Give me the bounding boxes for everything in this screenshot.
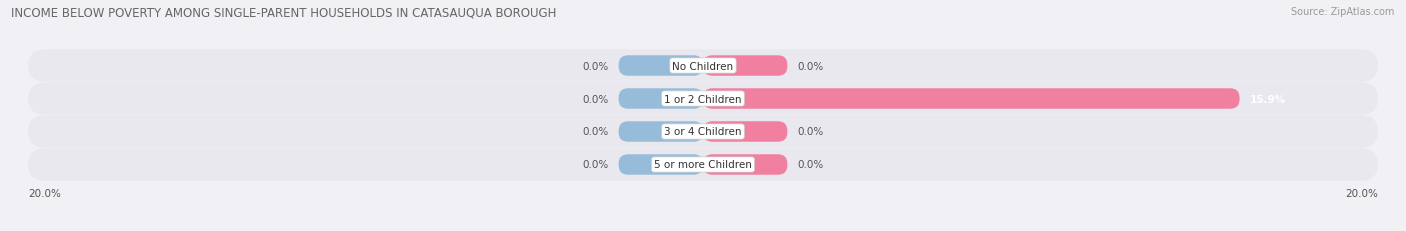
Text: 0.0%: 0.0% [582, 160, 609, 170]
Text: 5 or more Children: 5 or more Children [654, 160, 752, 170]
Text: 20.0%: 20.0% [28, 188, 60, 198]
FancyBboxPatch shape [703, 155, 787, 175]
FancyBboxPatch shape [28, 50, 1378, 82]
Text: 3 or 4 Children: 3 or 4 Children [664, 127, 742, 137]
Text: 0.0%: 0.0% [582, 61, 609, 71]
FancyBboxPatch shape [619, 89, 703, 109]
FancyBboxPatch shape [28, 83, 1378, 115]
Text: 0.0%: 0.0% [797, 160, 824, 170]
Text: 0.0%: 0.0% [582, 127, 609, 137]
FancyBboxPatch shape [619, 155, 703, 175]
Text: 0.0%: 0.0% [797, 127, 824, 137]
Legend: Single Father, Single Mother: Single Father, Single Mother [607, 228, 799, 231]
FancyBboxPatch shape [703, 56, 787, 76]
Text: 1 or 2 Children: 1 or 2 Children [664, 94, 742, 104]
Text: No Children: No Children [672, 61, 734, 71]
FancyBboxPatch shape [619, 56, 703, 76]
Text: Source: ZipAtlas.com: Source: ZipAtlas.com [1291, 7, 1395, 17]
Text: 20.0%: 20.0% [1346, 188, 1378, 198]
Text: 0.0%: 0.0% [582, 94, 609, 104]
FancyBboxPatch shape [28, 149, 1378, 181]
FancyBboxPatch shape [703, 89, 1240, 109]
Text: 15.9%: 15.9% [1250, 94, 1285, 104]
FancyBboxPatch shape [28, 116, 1378, 148]
Text: INCOME BELOW POVERTY AMONG SINGLE-PARENT HOUSEHOLDS IN CATASAUQUA BOROUGH: INCOME BELOW POVERTY AMONG SINGLE-PARENT… [11, 7, 557, 20]
FancyBboxPatch shape [703, 122, 787, 142]
Text: 0.0%: 0.0% [797, 61, 824, 71]
FancyBboxPatch shape [619, 122, 703, 142]
